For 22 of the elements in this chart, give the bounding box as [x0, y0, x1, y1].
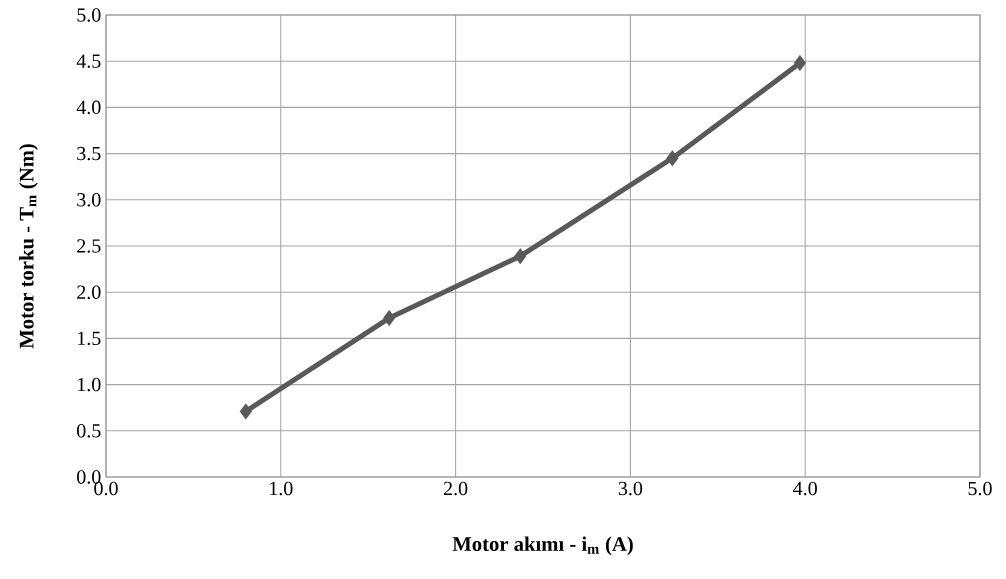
x-tick-label: 3.0 [618, 481, 643, 496]
point [666, 150, 679, 167]
x-tick-label: 1.0 [270, 481, 293, 496]
y-tick-label: 1.5 [78, 331, 101, 346]
point [793, 54, 807, 72]
y-tick-label: 4.0 [76, 100, 101, 115]
y-tick-label: 2.5 [77, 239, 101, 253]
y-tick-label: 2.0 [77, 285, 101, 299]
point [514, 248, 527, 265]
y-axis-title: Motor torku - T$_{m}$ (Nm) [19, 144, 38, 349]
x-tick-label: 5.0 [968, 481, 992, 496]
y-tick-label: 4.5 [76, 54, 101, 68]
y-tick-label: 1.0 [78, 377, 101, 392]
y-tick-label: 0.5 [77, 424, 101, 438]
point [383, 309, 396, 327]
x-tick-label: 2.0 [443, 481, 468, 496]
point [239, 403, 252, 420]
x-axis-title: Motor akımı - i$_{m}$ (A) [452, 536, 633, 556]
x-tick-label: 4.0 [793, 481, 817, 496]
y-tick-label: 3.0 [77, 193, 101, 207]
y-tick-label: 5.0 [77, 8, 101, 22]
y-tick-label: 3.5 [77, 146, 101, 161]
